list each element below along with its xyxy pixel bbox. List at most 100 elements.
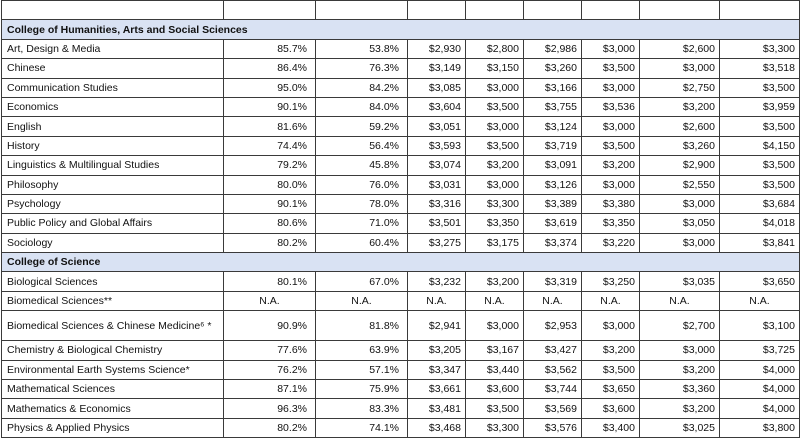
salary-cell: $3,500 [465,135,524,157]
salary-cell: $3,374 [523,232,582,254]
salary-cell: $3,200 [581,155,640,176]
employment-rate-cell: 63.9% [315,340,408,361]
salary-cell: $3,725 [719,340,800,361]
employment-rate-cell: 83.3% [315,398,408,419]
employment-rate-cell: 80.6% [223,213,316,234]
employment-rate-cell: 79.2% [223,155,316,176]
degree-name-cell: Art, Design & Media [1,38,224,60]
employment-rate-cell: 85.7% [223,38,316,60]
salary-cell: $3,650 [719,271,800,292]
salary-cell: $3,205 [407,340,466,361]
salary-cell: $3,260 [639,135,720,157]
employment-rate-cell: N.A. [315,290,408,312]
salary-cell: $3,684 [719,193,800,215]
salary-cell: $3,000 [639,58,720,79]
salary-cell: $3,300 [719,38,800,60]
employment-rate-cell: 80.2% [223,232,316,254]
salary-cell: N.A. [719,290,800,312]
salary-cell: $2,986 [523,38,582,60]
degree-name-cell: Physics & Applied Physics [1,417,224,438]
degree-name-cell: Communication Studies [1,77,224,98]
salary-cell: $4,018 [719,213,800,234]
salary-cell: $3,389 [523,193,582,215]
table-row: Public Policy and Global Affairs 80.6% 71.… [1,213,800,234]
salary-cell: $3,051 [407,116,466,137]
degree-name-cell: Environmental Earth Systems Science* [1,359,224,381]
degree-name-cell: Biomedical Sciences & Chinese Medicine⁶ … [1,310,224,342]
salary-cell: $2,700 [639,310,720,342]
salary-cell: $4,150 [719,135,800,157]
degree-name-cell: History [1,135,224,157]
degree-name-cell: English [1,116,224,137]
salary-cell: $3,000 [639,232,720,254]
salary-cell: $3,175 [465,232,524,254]
salary-cell: $3,100 [719,310,800,342]
salary-cell: $3,126 [523,174,582,195]
salary-cell: $3,166 [523,77,582,98]
employment-rate-cell: 67.0% [315,271,408,292]
salary-cell: $3,167 [465,340,524,361]
table-row: Communication Studies 95.0% 84.2% $3,085 $3,… [1,77,800,98]
salary-cell: $3,619 [523,213,582,234]
salary-cell: $3,000 [465,310,524,342]
salary-cell: $3,300 [465,193,524,215]
table-row: English 81.6% 59.2% $3,051 $3,000 $3,124 $3,00… [1,116,800,137]
table-row: Economics 90.1% 84.0% $3,604 $3,500 $3,755 $3,… [1,96,800,118]
header-stub-cell [719,0,800,21]
salary-cell: $2,600 [639,38,720,60]
table-row: Mathematics & Economics 96.3% 83.3% $3,481 $… [1,398,800,419]
salary-cell: $3,000 [581,77,640,98]
salary-cell: $3,319 [523,271,582,292]
section-header-row: College of Science [1,252,800,273]
table-row: Chinese 86.4% 76.3% $3,149 $3,150 $3,260 $3,50… [1,58,800,79]
employment-rate-cell: 76.0% [315,174,408,195]
salary-cell: $2,550 [639,174,720,195]
employment-rate-cell: 76.2% [223,359,316,381]
salary-cell: $3,600 [581,398,640,419]
header-stub-cell [465,0,524,21]
salary-cell: $3,220 [581,232,640,254]
salary-cell: $2,900 [639,155,720,176]
salary-cell: $3,347 [407,359,466,381]
salary-cell: $3,360 [639,379,720,400]
section-header-row: College of Humanities, Arts and Social S… [1,19,800,40]
table-row: Art, Design & Media 85.7% 53.8% $2,930 $2,80… [1,38,800,60]
salary-cell: $3,031 [407,174,466,195]
salary-cell: $3,000 [465,77,524,98]
salary-cell: $3,300 [465,417,524,438]
salary-cell: $3,650 [581,379,640,400]
header-stub-cell [523,0,582,21]
salary-cell: $3,200 [465,271,524,292]
salary-cell: $3,800 [719,417,800,438]
employment-rate-cell: 74.1% [315,417,408,438]
employment-rate-cell: 45.8% [315,155,408,176]
header-stub-cell [639,0,720,21]
employment-rate-cell: 77.6% [223,340,316,361]
salary-cell: $4,000 [719,398,800,419]
salary-cell: $3,200 [639,359,720,381]
degree-name-cell: Public Policy and Global Affairs [1,213,224,234]
employment-rate-cell: N.A. [223,290,316,312]
degree-name-cell: Mathematical Sciences [1,379,224,400]
salary-cell: $2,750 [639,77,720,98]
salary-cell: $3,000 [581,310,640,342]
salary-cell: N.A. [407,290,466,312]
header-stub-cell [223,0,316,21]
salary-cell: $3,200 [639,398,720,419]
salary-cell: $3,500 [465,398,524,419]
employment-rate-cell: 84.2% [315,77,408,98]
employment-rate-cell: 90.1% [223,96,316,118]
salary-cell: $3,569 [523,398,582,419]
salary-cell: $3,025 [639,417,720,438]
salary-cell: $3,200 [639,96,720,118]
salary-cell: $3,050 [639,213,720,234]
salary-cell: $3,000 [465,116,524,137]
degree-name-cell: Mathematics & Economics [1,398,224,419]
salary-cell: $3,149 [407,58,466,79]
salary-cell: $3,481 [407,398,466,419]
table-row: Philosophy 80.0% 76.0% $3,031 $3,000 $3,126 $3… [1,174,800,195]
table-row: History 74.4% 56.4% $3,593 $3,500 $3,719 $3,50… [1,135,800,157]
salary-cell: $3,074 [407,155,466,176]
salary-cell: $3,150 [465,58,524,79]
